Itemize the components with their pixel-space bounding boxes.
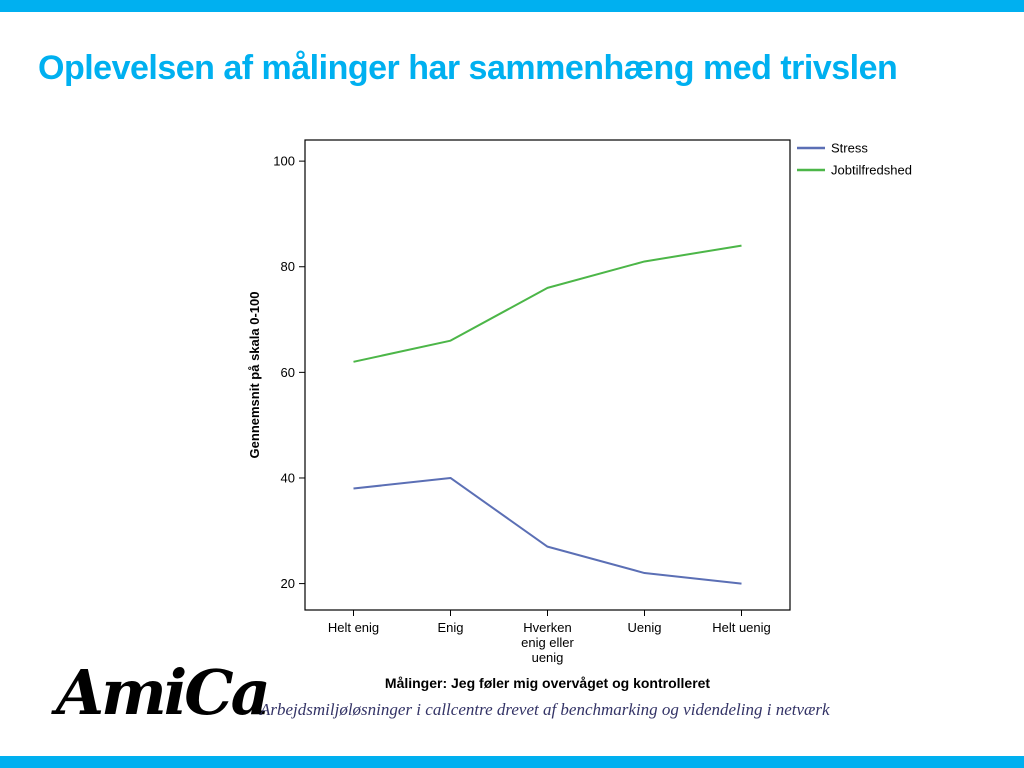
y-tick-label: 100 bbox=[273, 154, 295, 169]
plot-border bbox=[304, 139, 791, 611]
y-tick-label: 20 bbox=[281, 576, 295, 591]
page-title: Oplevelsen af målinger har sammenhæng me… bbox=[38, 49, 898, 87]
y-axis-title: Gennemsnit på skala 0-100 bbox=[247, 292, 262, 459]
footer-text: Arbejdsmiljøløsninger i callcentre dreve… bbox=[260, 700, 830, 719]
series-line-jobtilfredshed bbox=[353, 244, 742, 363]
x-tick-label: Uenig bbox=[628, 620, 662, 635]
y-tick-label: 40 bbox=[281, 470, 295, 485]
series-line-stress bbox=[353, 476, 742, 585]
x-tick-label: Hverken enig eller uenig bbox=[521, 620, 574, 665]
y-tick-label: 60 bbox=[281, 365, 295, 380]
x-axis-title: Målinger: Jeg føler mig overvåget og kon… bbox=[385, 675, 711, 691]
x-tick-label: Helt enig bbox=[328, 620, 379, 635]
y-tick-label: 80 bbox=[281, 259, 295, 274]
x-tick-label: Enig bbox=[437, 620, 463, 635]
chart-area: 20 40 60 80 100 Helt enig Enig Hverken enig elle… bbox=[235, 128, 935, 713]
bottom-accent-bar bbox=[0, 756, 1024, 768]
amica-logo: AmiCa bbox=[56, 656, 271, 729]
x-tick-label: Helt uenig bbox=[712, 620, 771, 635]
line-chart: 20 40 60 80 100 Helt enig Enig Hverken enig elle… bbox=[247, 139, 912, 691]
top-accent-bar bbox=[0, 0, 1024, 12]
legend-label-jobtilfredshed: Jobtilfredshed bbox=[831, 163, 912, 178]
legend-label-stress: Stress bbox=[831, 141, 868, 156]
